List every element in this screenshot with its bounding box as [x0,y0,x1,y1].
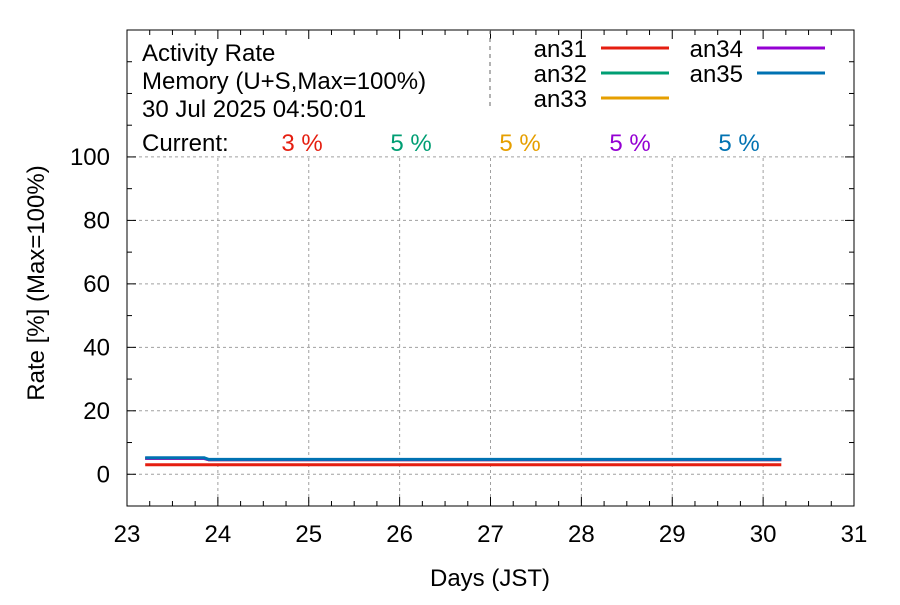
legend-label-an34: an34 [690,36,743,63]
y-tick-label-100: 100 [70,144,110,171]
x-tick-label-29: 29 [659,521,686,548]
series-line-an35 [145,456,782,461]
header-subtitle: Memory (U+S,Max=100%) [142,68,426,95]
x-tick-label-28: 28 [568,521,595,548]
grid-layer [127,156,854,506]
current-values: 3 % 5 % 5 % 5 % 5 % [281,130,759,157]
x-tick-label-30: 30 [750,521,777,548]
current-value-an35: 5 % [718,130,759,157]
header-timestamp: 30 Jul 2025 04:50:01 [142,96,366,123]
tick-label-layer: 0 20 40 60 80 100 23 24 25 26 27 28 29 30 31 [70,144,867,548]
header-title: Activity Rate [142,40,275,67]
current-value-an34: 5 % [609,130,650,157]
x-tick-label-27: 27 [477,521,504,548]
legend-label-an35: an35 [690,61,743,88]
current-value-an31: 3 % [281,130,322,157]
current-value-an32: 5 % [390,130,431,157]
x-tick-label-26: 26 [386,521,413,548]
x-axis-label: Days (JST) [430,565,550,592]
legend-label-an32: an32 [534,61,587,88]
series-layer [145,456,782,467]
y-tick-label-60: 60 [83,271,110,298]
y-tick-label-40: 40 [83,334,110,361]
x-tick-label-23: 23 [114,521,141,548]
y-axis-label: Rate [%] (Max=100%) [23,165,50,400]
y-tick-label-20: 20 [83,398,110,425]
legend-label-an33: an33 [534,86,587,113]
y-tick-label-0: 0 [97,461,110,488]
y-tick-label-80: 80 [83,207,110,234]
x-tick-label-25: 25 [295,521,322,548]
current-value-an33: 5 % [499,130,540,157]
current-label: Current: [142,130,229,157]
legend-label-an31: an31 [534,36,587,63]
x-tick-label-31: 31 [841,521,868,548]
x-tick-label-24: 24 [205,521,232,548]
